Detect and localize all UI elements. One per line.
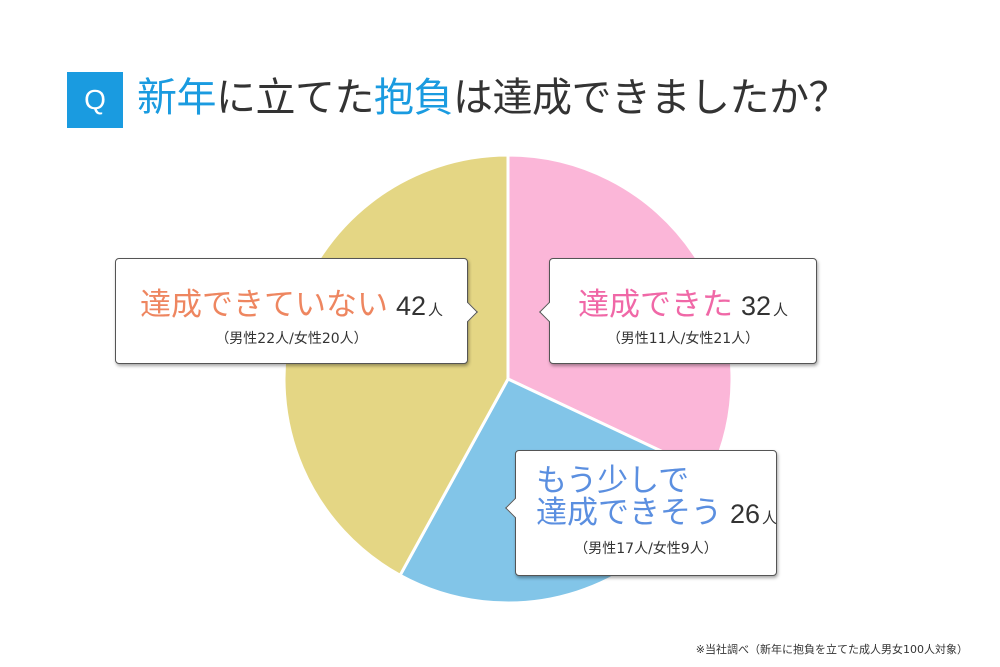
callout-almost: もう少しで 達成できそう 26 人 （男性17人/女性9人） [505, 450, 778, 576]
title-text-2: は達成できましたか？ [453, 75, 849, 121]
slice-label-almost-line1: もう少しで [536, 463, 690, 499]
callout-almost-line2: 達成できそう 26 人 [536, 495, 778, 534]
slice-breakdown-achieved: （男性11人/女性21人） [606, 331, 760, 347]
callout-almost-main: もう少しで 達成できそう 26 人 [516, 463, 778, 534]
slice-unit-almost: 人 [762, 509, 778, 527]
slice-label-almost-line2: 達成できそう [536, 495, 722, 531]
title-highlight-new-year: 新年 [137, 75, 217, 121]
title-text-1: に立てた [216, 75, 375, 121]
question-badge: Q [67, 72, 123, 128]
slice-unit-not-achieved: 人 [428, 301, 444, 319]
slice-value-achieved: 32 [740, 291, 772, 321]
slice-unit-achieved: 人 [773, 301, 789, 319]
callout-not-achieved-main: 達成できていない 42 人 [116, 279, 467, 324]
slice-label-achieved: 達成できた [577, 287, 733, 323]
callout-achieved: 達成できた 32 人 （男性11人/女性21人） [539, 258, 817, 364]
callout-not-achieved: 達成できていない 42 人 （男性22人/女性20人） [115, 258, 478, 364]
slice-breakdown-not-achieved: （男性22人/女性20人） [215, 331, 368, 347]
page-title: 新年に立てた抱負は達成できましたか？ [137, 68, 849, 128]
slice-label-not-achieved: 達成できていない [139, 287, 388, 323]
footnote: ※当社調べ（新年に抱負を立てた成人男女100人対象） [695, 643, 968, 656]
callout-achieved-main: 達成できた 32 人 [550, 279, 816, 324]
slice-breakdown-almost: （男性17人/女性9人） [574, 541, 718, 557]
title-highlight-resolution: 抱負 [374, 75, 454, 121]
slice-value-almost: 26 [730, 499, 761, 529]
slice-value-not-achieved: 42 [395, 291, 427, 321]
